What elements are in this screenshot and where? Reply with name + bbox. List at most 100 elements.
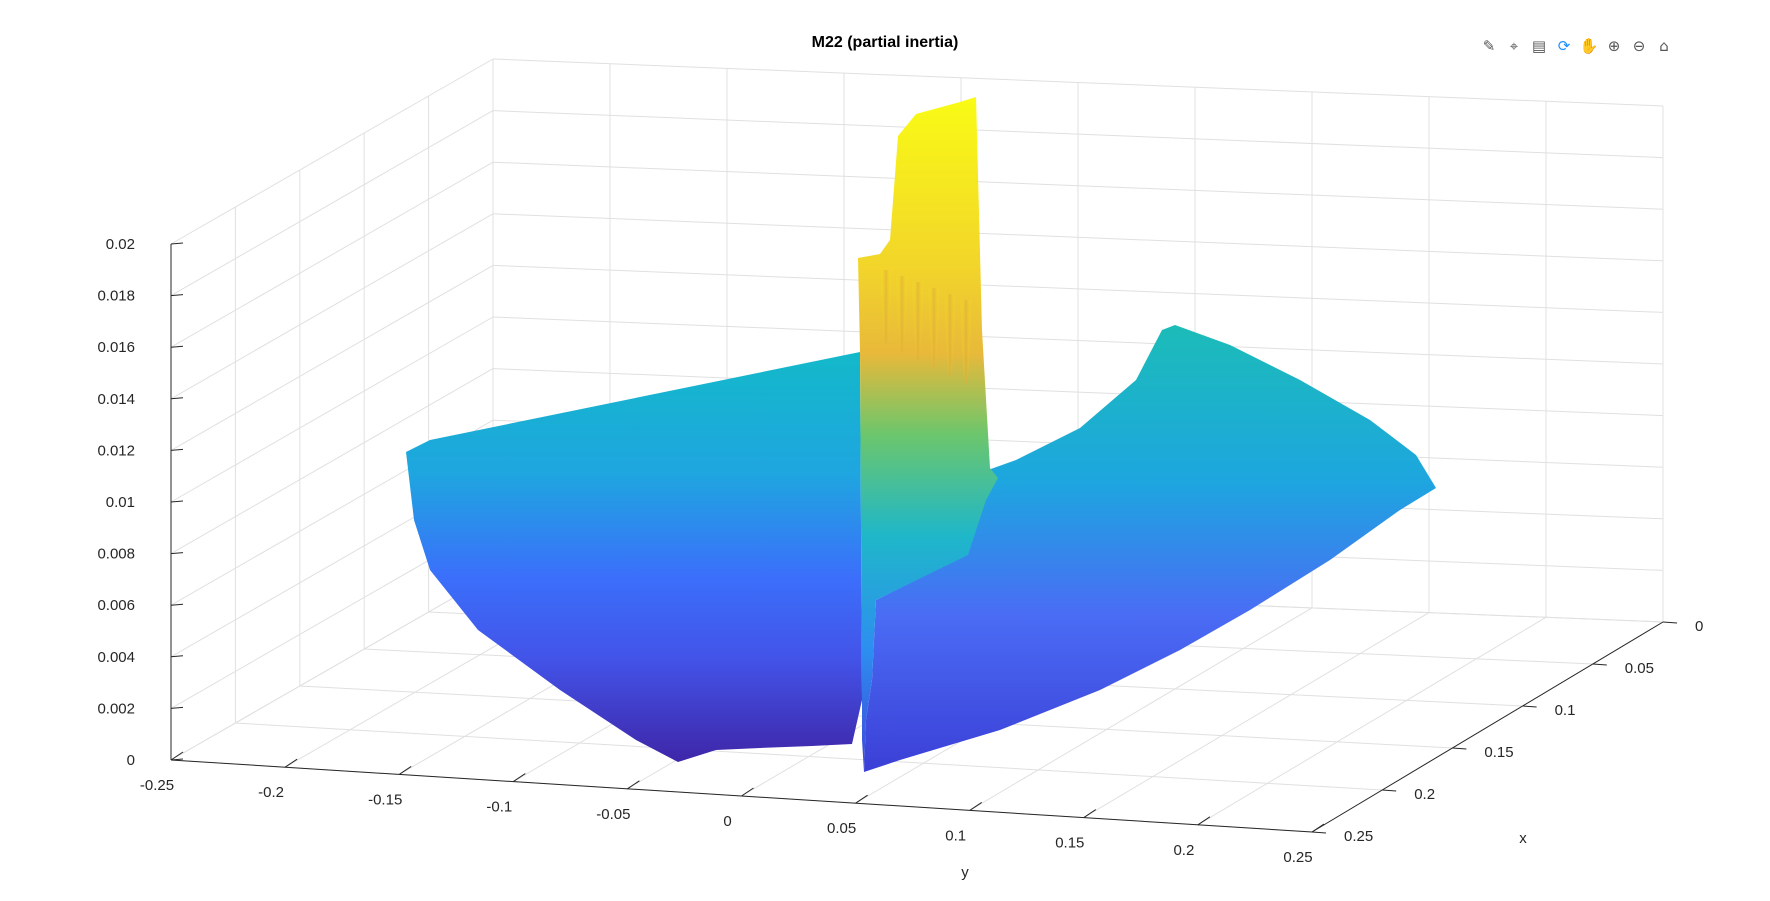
z-tick-mark xyxy=(170,242,184,245)
axes-toolbar: ✎ ⌖ ▤ ⟳ ✋ ⊕ ⊖ ⌂ xyxy=(1478,35,1675,57)
x-axis-line xyxy=(1311,621,1664,833)
chart-title: M22 (partial inertia) xyxy=(811,34,959,51)
z-tick-label: 0.01 xyxy=(106,494,135,511)
surface-ridge-shading xyxy=(896,276,908,353)
grid-line-sidewall-h xyxy=(170,574,494,761)
x-tick-mark xyxy=(1382,789,1397,792)
legend-icon[interactable]: ▤ xyxy=(1531,37,1547,55)
x-tick-mark xyxy=(1662,621,1678,624)
z-tick-label: 0.014 xyxy=(97,391,135,408)
surface-ridge-shading xyxy=(880,270,892,345)
grid-line-backwall-h xyxy=(492,316,1664,365)
y-axis-label: y xyxy=(961,864,969,881)
y-tick-label: -0.2 xyxy=(258,784,284,801)
grid-line-backwall-h xyxy=(492,264,1664,313)
grid-line-backwall-h xyxy=(492,368,1664,417)
zoom-out-icon[interactable]: ⊖ xyxy=(1632,37,1646,55)
z-tick-label: 0 xyxy=(127,752,135,769)
y-tick-mark xyxy=(398,765,412,775)
rotate-3d-icon[interactable]: ⟳ xyxy=(1557,37,1571,55)
grid-line-sidewall-h xyxy=(170,368,494,555)
y-tick-mark xyxy=(1197,816,1211,826)
z-tick-label: 0.016 xyxy=(97,339,135,356)
y-tick-mark xyxy=(170,751,184,761)
grid-line-y xyxy=(969,607,1313,811)
tick-labels: -0.25 -0.2 -0.15 -0.1 -0.05 0 0.05 0.1 0.15 0.2 0.… xyxy=(97,236,1703,881)
z-tick-mark xyxy=(170,397,184,400)
y-tick-label: -0.05 xyxy=(596,806,630,823)
x-tick-mark xyxy=(1592,663,1607,666)
y-tick-label: 0 xyxy=(723,813,731,830)
grid-line-sidewall-h xyxy=(170,58,494,245)
grid-line-x xyxy=(235,722,1383,791)
y-tick-mark xyxy=(1083,809,1097,819)
y-tick-label: 0.1 xyxy=(945,827,966,844)
z-tick-mark xyxy=(170,448,184,451)
y-tick-mark xyxy=(627,780,640,790)
home-icon[interactable]: ⌂ xyxy=(1659,37,1669,55)
grid-line-sidewall-h xyxy=(170,110,494,297)
y-tick-mark xyxy=(513,773,526,783)
surface-ridge-shading xyxy=(944,294,956,377)
z-tick-mark xyxy=(170,706,184,709)
data-tips-icon[interactable]: ⌖ xyxy=(1509,37,1519,55)
grid-line-backwall-h xyxy=(492,161,1664,210)
y-tick-label: -0.15 xyxy=(368,791,402,808)
z-tick-label: 0.012 xyxy=(97,442,135,459)
grid-line-y xyxy=(1197,616,1547,826)
y-tick-label: -0.25 xyxy=(140,777,174,794)
axes-frame xyxy=(170,242,1678,834)
grid-line-sidewall-h xyxy=(170,316,494,503)
y-tick-label: 0.15 xyxy=(1055,835,1084,852)
grid-line-sidewall-h xyxy=(170,213,494,400)
y-tick-label: -0.1 xyxy=(486,799,512,816)
surface-left-sheet xyxy=(406,352,862,762)
z-tick-label: 0.002 xyxy=(97,700,135,717)
x-tick-label: 0.1 xyxy=(1555,702,1576,719)
z-tick-label: 0.008 xyxy=(97,546,135,563)
y-tick-label: 0.25 xyxy=(1283,849,1312,866)
z-tick-mark xyxy=(170,603,184,606)
surface-right-sheet xyxy=(864,325,1436,772)
grid-line-backwall-h xyxy=(492,58,1664,107)
x-tick-label: 0 xyxy=(1695,618,1703,635)
brush-icon[interactable]: ✎ xyxy=(1482,37,1496,55)
z-tick-mark xyxy=(170,345,184,348)
y-tick-mark xyxy=(969,801,982,811)
surface xyxy=(406,97,1436,772)
surface-ridge-shading xyxy=(928,288,940,369)
x-tick-label: 0.25 xyxy=(1344,828,1373,845)
x-tick-label: 0.05 xyxy=(1625,660,1654,677)
y-tick-mark xyxy=(741,787,754,797)
x-tick-label: 0.2 xyxy=(1414,786,1435,803)
zoom-in-icon[interactable]: ⊕ xyxy=(1607,37,1621,55)
surface-ridge-shading xyxy=(960,300,972,385)
pan-hand-icon[interactable]: ✋ xyxy=(1579,37,1599,55)
surface-ridge-shading xyxy=(912,282,924,361)
z-tick-mark xyxy=(170,758,184,761)
y-tick-label: 0.05 xyxy=(827,820,856,837)
z-tick-label: 0.018 xyxy=(97,288,135,305)
z-tick-mark xyxy=(170,552,184,555)
y-tick-mark xyxy=(284,758,298,768)
z-tick-mark xyxy=(170,655,184,658)
z-tick-label: 0.02 xyxy=(106,236,135,253)
surface-peak-ridge xyxy=(858,97,998,772)
y-tick-label: 0.2 xyxy=(1173,842,1194,859)
z-tick-mark xyxy=(170,294,184,297)
grid-line-backwall-h xyxy=(492,110,1664,159)
x-tick-mark xyxy=(1452,747,1467,750)
x-axis-label: x xyxy=(1519,830,1527,847)
x-tick-label: 0.15 xyxy=(1484,744,1513,761)
grid-line-sidewall-h xyxy=(170,161,494,348)
z-tick-label: 0.004 xyxy=(97,649,135,666)
grid-line-backwall-h xyxy=(492,213,1664,262)
grid-line-sidewall-h xyxy=(170,264,494,451)
y-tick-mark xyxy=(1311,823,1325,833)
grid-line-y xyxy=(1083,612,1430,819)
x-tick-mark xyxy=(1311,831,1327,834)
x-tick-mark xyxy=(1522,705,1537,708)
y-tick-mark xyxy=(855,794,868,804)
